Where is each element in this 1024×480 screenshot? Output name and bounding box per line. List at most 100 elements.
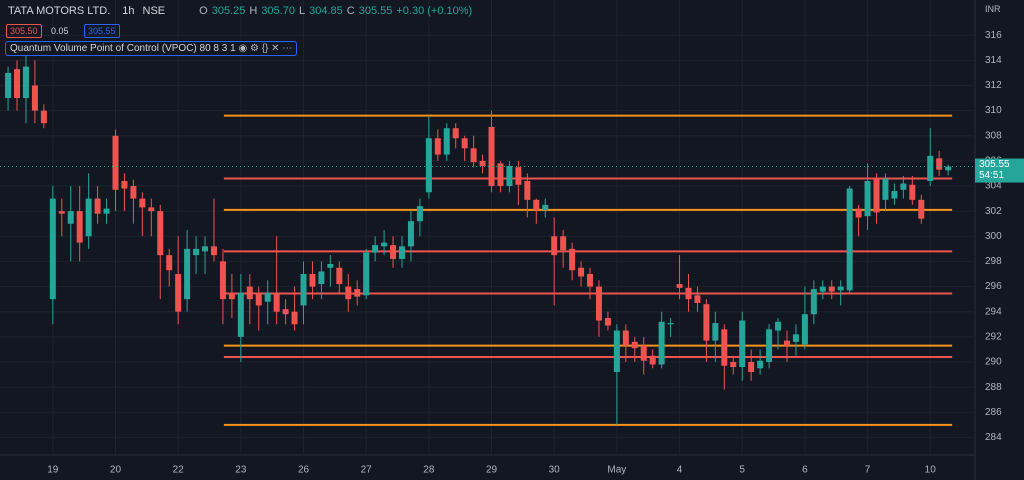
- x-tick-label: 6: [802, 465, 808, 476]
- ask[interactable]: 305.55: [84, 24, 120, 38]
- o-label: O: [199, 5, 208, 17]
- candle-body: [748, 361, 755, 373]
- candle-body: [891, 191, 898, 199]
- candle-body: [873, 178, 880, 213]
- candle-body: [58, 211, 65, 214]
- y-tick-label: 290: [985, 357, 1002, 368]
- candle-body: [327, 263, 334, 268]
- symbol: TATA MOTORS LTD.: [8, 5, 111, 17]
- x-tick-label: 30: [549, 465, 561, 476]
- candle-body: [783, 340, 790, 346]
- header: TATA MOTORS LTD. 1h NSE O 305.25 H 305.70 …: [8, 5, 472, 17]
- candle-body: [846, 188, 853, 291]
- candle-body: [336, 267, 343, 285]
- candle-body: [398, 246, 405, 259]
- x-tick-label: 26: [298, 465, 310, 476]
- indicator-legend[interactable]: Quantum Volume Point of Control (VPOC) 8…: [5, 41, 298, 56]
- candle-body: [363, 252, 370, 296]
- candle-body: [273, 292, 280, 312]
- bid[interactable]: 305.50: [6, 24, 42, 38]
- x-tick-label: 19: [47, 465, 59, 476]
- candle-body: [407, 221, 414, 247]
- candle-body: [381, 242, 388, 247]
- candle-body: [622, 330, 629, 346]
- x-tick-label: 10: [925, 465, 937, 476]
- candle-body: [14, 69, 21, 99]
- candle-body: [139, 198, 146, 208]
- candle-body: [801, 314, 808, 345]
- candle-body: [470, 148, 477, 163]
- countdown: 54:51: [979, 170, 1004, 181]
- candle-body: [936, 158, 943, 170]
- candle-body: [515, 167, 522, 185]
- candle-body: [443, 128, 450, 155]
- candle-body: [739, 320, 746, 368]
- x-tick-label: May: [607, 465, 626, 476]
- candle-body: [49, 198, 56, 300]
- y-tick-label: 288: [985, 382, 1002, 393]
- candle-body: [219, 261, 226, 300]
- candle-body: [810, 289, 817, 315]
- candle-body: [479, 160, 486, 166]
- candle-body: [631, 341, 638, 349]
- x-tick-label: 22: [173, 465, 185, 476]
- change: +0.30 (+0.10%): [396, 5, 473, 17]
- candle-body: [246, 286, 253, 300]
- y-tick-label: 286: [985, 407, 1002, 418]
- candle-body: [640, 345, 647, 361]
- x-tick-label: 20: [110, 465, 122, 476]
- candle-body: [210, 246, 217, 256]
- y-tick-label: 310: [985, 105, 1002, 116]
- candle-body: [175, 274, 182, 312]
- h-label: H: [249, 5, 258, 17]
- candle-body: [497, 163, 504, 187]
- last-price-label: 305.55: [979, 159, 1010, 170]
- candle-body: [5, 72, 12, 99]
- candle-body: [506, 165, 513, 187]
- h-value: 305.70: [261, 5, 295, 17]
- candle-body: [461, 138, 468, 149]
- candle-body: [300, 274, 307, 306]
- y-tick-label: 292: [985, 331, 1002, 342]
- candle-body: [560, 236, 567, 251]
- candle-body: [318, 271, 325, 285]
- candle-body: [658, 321, 665, 365]
- y-tick-label: 300: [985, 231, 1002, 242]
- y-tick-label: 304: [985, 181, 1002, 192]
- candle-body: [551, 236, 558, 256]
- spread: 0.05: [51, 26, 69, 36]
- candle-body: [766, 329, 773, 362]
- y-tick-label: 308: [985, 130, 1002, 141]
- candle-body: [309, 274, 316, 287]
- candle-body: [264, 292, 271, 302]
- candle-body: [945, 166, 952, 171]
- candle-body: [237, 292, 244, 337]
- candle-body: [488, 126, 495, 187]
- y-tick-label: 312: [985, 80, 1002, 91]
- candle-body: [193, 248, 200, 256]
- candle-body: [157, 211, 164, 256]
- last-price-tag: [975, 158, 1024, 183]
- candle-body: [730, 361, 737, 368]
- candle-body: [121, 180, 128, 189]
- candle-body: [112, 135, 119, 190]
- candle-body: [595, 286, 602, 321]
- candle-body: [604, 317, 611, 326]
- y-tick-label: 314: [985, 55, 1002, 66]
- candle-body: [390, 245, 397, 259]
- candle-body: [524, 180, 531, 200]
- candle-body: [587, 274, 594, 287]
- candle-body: [837, 286, 844, 291]
- candle-body: [76, 211, 83, 243]
- interval[interactable]: 1h: [122, 5, 135, 17]
- candle-body: [31, 85, 38, 111]
- candle-body: [918, 199, 925, 219]
- x-tick-label: 27: [361, 465, 373, 476]
- candle-body: [721, 329, 728, 366]
- candle-body: [792, 334, 799, 342]
- candle-body: [67, 211, 74, 224]
- candle-body: [282, 309, 289, 315]
- candle-body: [184, 248, 191, 300]
